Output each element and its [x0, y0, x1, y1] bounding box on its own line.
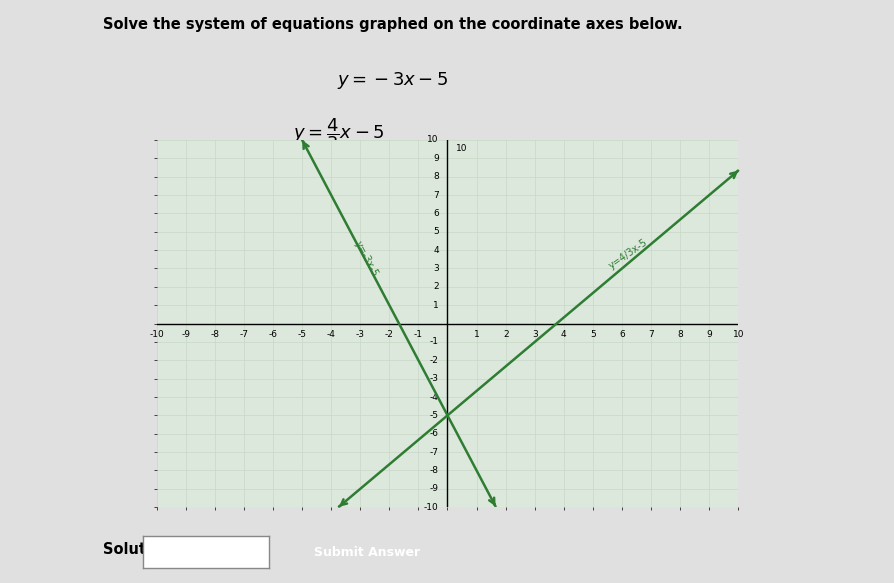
Text: 10: 10	[456, 143, 468, 153]
Text: -4: -4	[429, 392, 438, 402]
Text: -1: -1	[429, 338, 438, 346]
Text: -9: -9	[181, 330, 190, 339]
Text: 7: 7	[433, 191, 438, 199]
Text: 5: 5	[433, 227, 438, 236]
Text: -2: -2	[384, 330, 393, 339]
Text: 1: 1	[473, 330, 479, 339]
Text: -7: -7	[429, 448, 438, 456]
Text: -6: -6	[429, 429, 438, 438]
Text: -5: -5	[297, 330, 307, 339]
Text: -9: -9	[429, 484, 438, 493]
Text: 5: 5	[589, 330, 595, 339]
Text: -7: -7	[239, 330, 249, 339]
Text: -1: -1	[413, 330, 423, 339]
Text: 10: 10	[732, 330, 743, 339]
Text: 8: 8	[677, 330, 682, 339]
Text: Submit Answer: Submit Answer	[314, 546, 419, 559]
Text: -8: -8	[429, 466, 438, 475]
Text: 2: 2	[502, 330, 508, 339]
Text: -5: -5	[429, 411, 438, 420]
Text: $y = -3x - 5$: $y = -3x - 5$	[337, 70, 448, 91]
Text: -4: -4	[326, 330, 335, 339]
Text: $y = \dfrac{4}{3}x - 5$: $y = \dfrac{4}{3}x - 5$	[293, 117, 384, 152]
Text: 7: 7	[647, 330, 654, 339]
Text: Solve the system of equations graphed on the coordinate axes below.: Solve the system of equations graphed on…	[103, 17, 681, 33]
Text: 10: 10	[426, 135, 438, 145]
Text: 8: 8	[433, 172, 438, 181]
Text: 4: 4	[433, 245, 438, 255]
Text: -10: -10	[424, 503, 438, 512]
Text: 4: 4	[561, 330, 566, 339]
Text: 6: 6	[619, 330, 624, 339]
Text: -2: -2	[429, 356, 438, 365]
Text: y=4/3x-5: y=4/3x-5	[606, 237, 648, 271]
Text: -6: -6	[268, 330, 277, 339]
Text: -10: -10	[149, 330, 164, 339]
Text: 1: 1	[433, 301, 438, 310]
Text: 3: 3	[433, 264, 438, 273]
Text: 3: 3	[531, 330, 537, 339]
Text: 2: 2	[433, 282, 438, 292]
Text: -3: -3	[429, 374, 438, 383]
Text: y=-3x-5: y=-3x-5	[352, 240, 379, 279]
Text: -3: -3	[355, 330, 365, 339]
Text: 6: 6	[433, 209, 438, 218]
Text: 9: 9	[705, 330, 712, 339]
Text: Solution:: Solution:	[103, 542, 177, 557]
Text: -8: -8	[210, 330, 219, 339]
Text: 9: 9	[433, 154, 438, 163]
